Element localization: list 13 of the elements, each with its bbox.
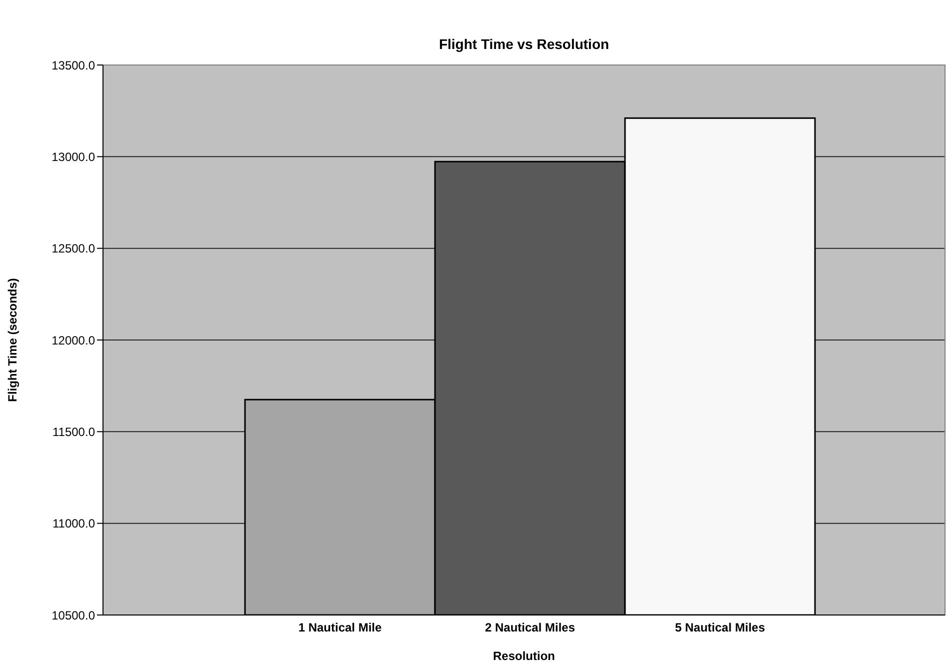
x-axis-title: Resolution bbox=[493, 649, 555, 662]
x-tick-label: 2 Nautical Miles bbox=[484, 620, 576, 635]
y-tick-label: 12000.0 bbox=[52, 333, 96, 348]
y-axis-title: Flight Time (seconds) bbox=[5, 278, 20, 402]
x-tick-label: 1 Nautical Mile bbox=[298, 620, 382, 635]
y-tick-label: 13000.0 bbox=[52, 150, 96, 164]
x-tick-label: 5 Nautical Miles bbox=[674, 620, 766, 635]
y-tick-label: 11500.0 bbox=[52, 424, 96, 439]
y-tick-label: 12500.0 bbox=[52, 242, 96, 256]
y-tick-label: 10500.0 bbox=[52, 608, 96, 622]
chart-title: Flight Time vs Resolution bbox=[438, 36, 610, 52]
y-tick-label: 11000.0 bbox=[52, 516, 96, 531]
y-tick-label: 13500.0 bbox=[52, 58, 96, 72]
